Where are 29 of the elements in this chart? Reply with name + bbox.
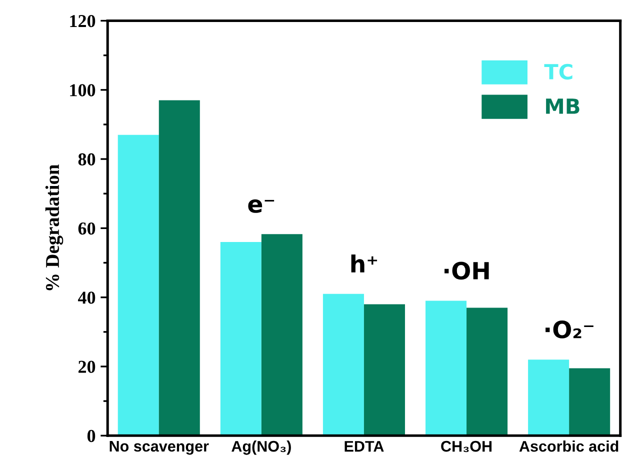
y-tick-label: 60 xyxy=(78,222,96,235)
y-tick-label: 20 xyxy=(78,360,96,373)
x-tick-label: CH₃OH xyxy=(441,440,492,452)
x-tick-label: Ag(NO₃) xyxy=(232,440,291,455)
legend-label: MB xyxy=(546,98,580,114)
y-tick-label: 40 xyxy=(78,292,96,304)
bar xyxy=(158,100,200,436)
annotation: ·O₂⁻ xyxy=(546,320,594,338)
legend-label: TC xyxy=(544,64,572,80)
bar xyxy=(569,368,610,436)
y-tick-label: 100 xyxy=(70,84,96,96)
bar xyxy=(364,304,405,436)
bar xyxy=(426,300,467,436)
bar xyxy=(220,242,262,436)
x-tick-label: Ascorbic acid xyxy=(519,440,618,452)
y-tick-label: 120 xyxy=(70,15,96,28)
y-tick-label: 0 xyxy=(87,430,96,442)
x-tick-label: EDTA xyxy=(344,441,384,452)
bar xyxy=(322,294,364,436)
bar xyxy=(466,308,508,436)
x-tick-label: No scavenger xyxy=(110,441,209,455)
y-axis-title: % Degradation xyxy=(45,164,64,290)
y-tick-label: 80 xyxy=(78,153,96,166)
bar xyxy=(118,134,159,436)
annotation: h⁺ xyxy=(351,254,378,272)
annotation: e⁻ xyxy=(248,199,274,213)
annotation: ·OH xyxy=(444,262,489,280)
bar xyxy=(261,234,302,436)
bar xyxy=(528,360,570,436)
